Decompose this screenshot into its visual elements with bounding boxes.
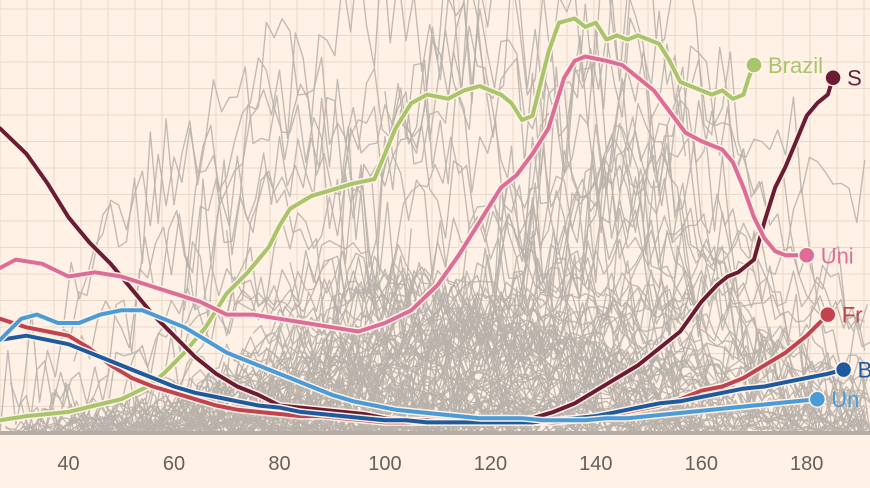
background-series-line (226, 59, 655, 402)
series-endpoint-spain (824, 68, 842, 87)
background-series-line (252, 283, 610, 377)
x-tick-label: 120 (474, 453, 507, 475)
x-tick-label: 40 (57, 453, 79, 475)
background-series-line (168, 122, 811, 434)
background-series-line (368, 55, 702, 434)
x-tick-label: 140 (579, 453, 612, 475)
series-endpoint-brazil (745, 56, 763, 74)
series-label-france: Fr (842, 303, 863, 328)
background-series-line (94, 304, 697, 421)
x-tick-label: 100 (368, 453, 401, 475)
series-label-belgium: B (858, 358, 870, 383)
background-series-line (284, 354, 870, 432)
background-series-line (316, 147, 870, 434)
series-belgium: B (0, 332, 870, 426)
x-tick-label: 180 (790, 453, 823, 475)
background-series-line (68, 370, 402, 430)
x-axis-tick-labels: 40 60 80 100 120 140 160 180 (57, 453, 823, 475)
series-line-belgium (0, 333, 846, 425)
series-united-kingdom: Uni (0, 53, 854, 335)
series-endpoint-belgium (834, 360, 853, 379)
x-tick-label: 60 (163, 453, 185, 475)
series-endpoint-united-kingdom (797, 246, 816, 265)
series-label-brazil: Brazil (768, 53, 823, 78)
background-series-line (257, 312, 528, 418)
x-tick-label: 160 (685, 453, 718, 475)
series-line-united-states (0, 308, 820, 423)
highlighted-series-group: Brazil S Uni Fr B Un (0, 15, 870, 426)
series-endpoint-france (819, 305, 837, 324)
series-label-united-states: Un (831, 387, 859, 412)
series-brazil: Brazil (0, 15, 823, 424)
x-tick-label: 80 (268, 453, 290, 475)
series-label-spain: S (847, 66, 862, 91)
background-series-line (68, 364, 726, 434)
background-series-line (89, 275, 692, 434)
series-united-states: Un (0, 306, 859, 424)
series-line-brazil (0, 16, 756, 423)
series-label-united-kingdom: Uni (821, 243, 854, 268)
series-endpoint-united-states (808, 390, 827, 408)
series-line-united-kingdom (0, 54, 809, 334)
